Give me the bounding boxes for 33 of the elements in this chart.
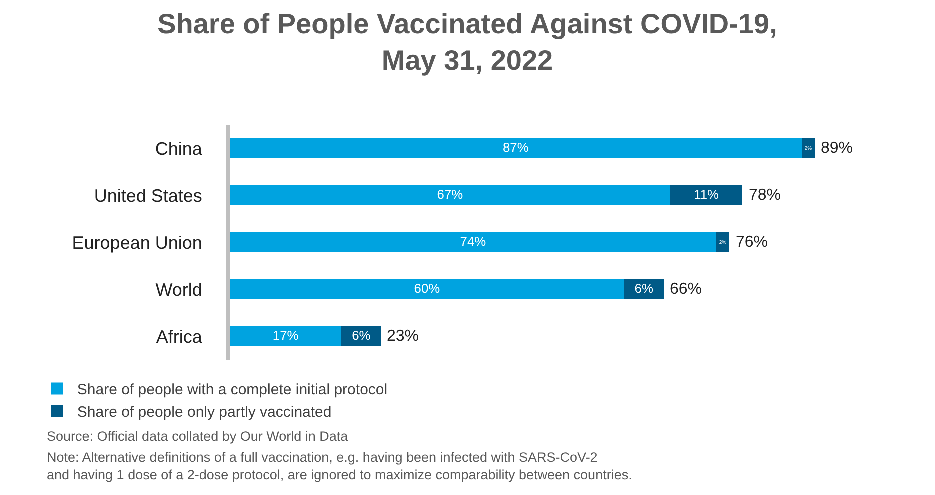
bar xyxy=(230,280,624,300)
bar xyxy=(230,326,342,346)
total-label: 23% xyxy=(387,328,420,345)
bar xyxy=(716,232,730,252)
chart-title: Share of People Vaccinated Against COVID-19, May 31, 2022 xyxy=(158,8,778,76)
bar xyxy=(230,232,716,252)
legend-label: Share of people only partly vaccinated xyxy=(77,404,332,422)
data-label: 60% xyxy=(414,281,441,296)
bar xyxy=(342,326,382,346)
data-label: 87% xyxy=(502,140,530,156)
bar xyxy=(802,138,815,158)
data-label: 67% xyxy=(437,187,464,202)
y-tick-label: Africa xyxy=(156,326,204,347)
total-label: 78% xyxy=(749,187,782,204)
data-label: 74% xyxy=(460,234,487,250)
bar xyxy=(670,186,743,206)
text: Note: Alternative definitions of a full vaccination, e.g. having been infected with SARS-CoV-2 and having 1 dose of a 2-dose protocol, are ignored to maximize comparability between countries. xyxy=(47,450,632,483)
data-label: 11% xyxy=(694,187,720,202)
total-label: 76% xyxy=(736,234,768,251)
data-label: 6% xyxy=(352,328,372,344)
bar xyxy=(624,280,664,300)
bar xyxy=(230,138,802,158)
total-label: 66% xyxy=(670,281,702,298)
y-tick-label: China xyxy=(155,138,204,159)
source-note: Source: Official data collated by Our World in Data xyxy=(47,429,349,444)
bar xyxy=(230,186,670,206)
y-tick-label: European Union xyxy=(72,232,202,253)
data-label: 6% xyxy=(634,281,654,296)
data-label: 17% xyxy=(272,328,300,344)
y-tick-label: World xyxy=(156,280,202,300)
total-label: 89% xyxy=(821,140,854,157)
y-tick-label: United States xyxy=(94,186,202,206)
legend-label: Share of people with a complete initial protocol xyxy=(77,382,388,399)
